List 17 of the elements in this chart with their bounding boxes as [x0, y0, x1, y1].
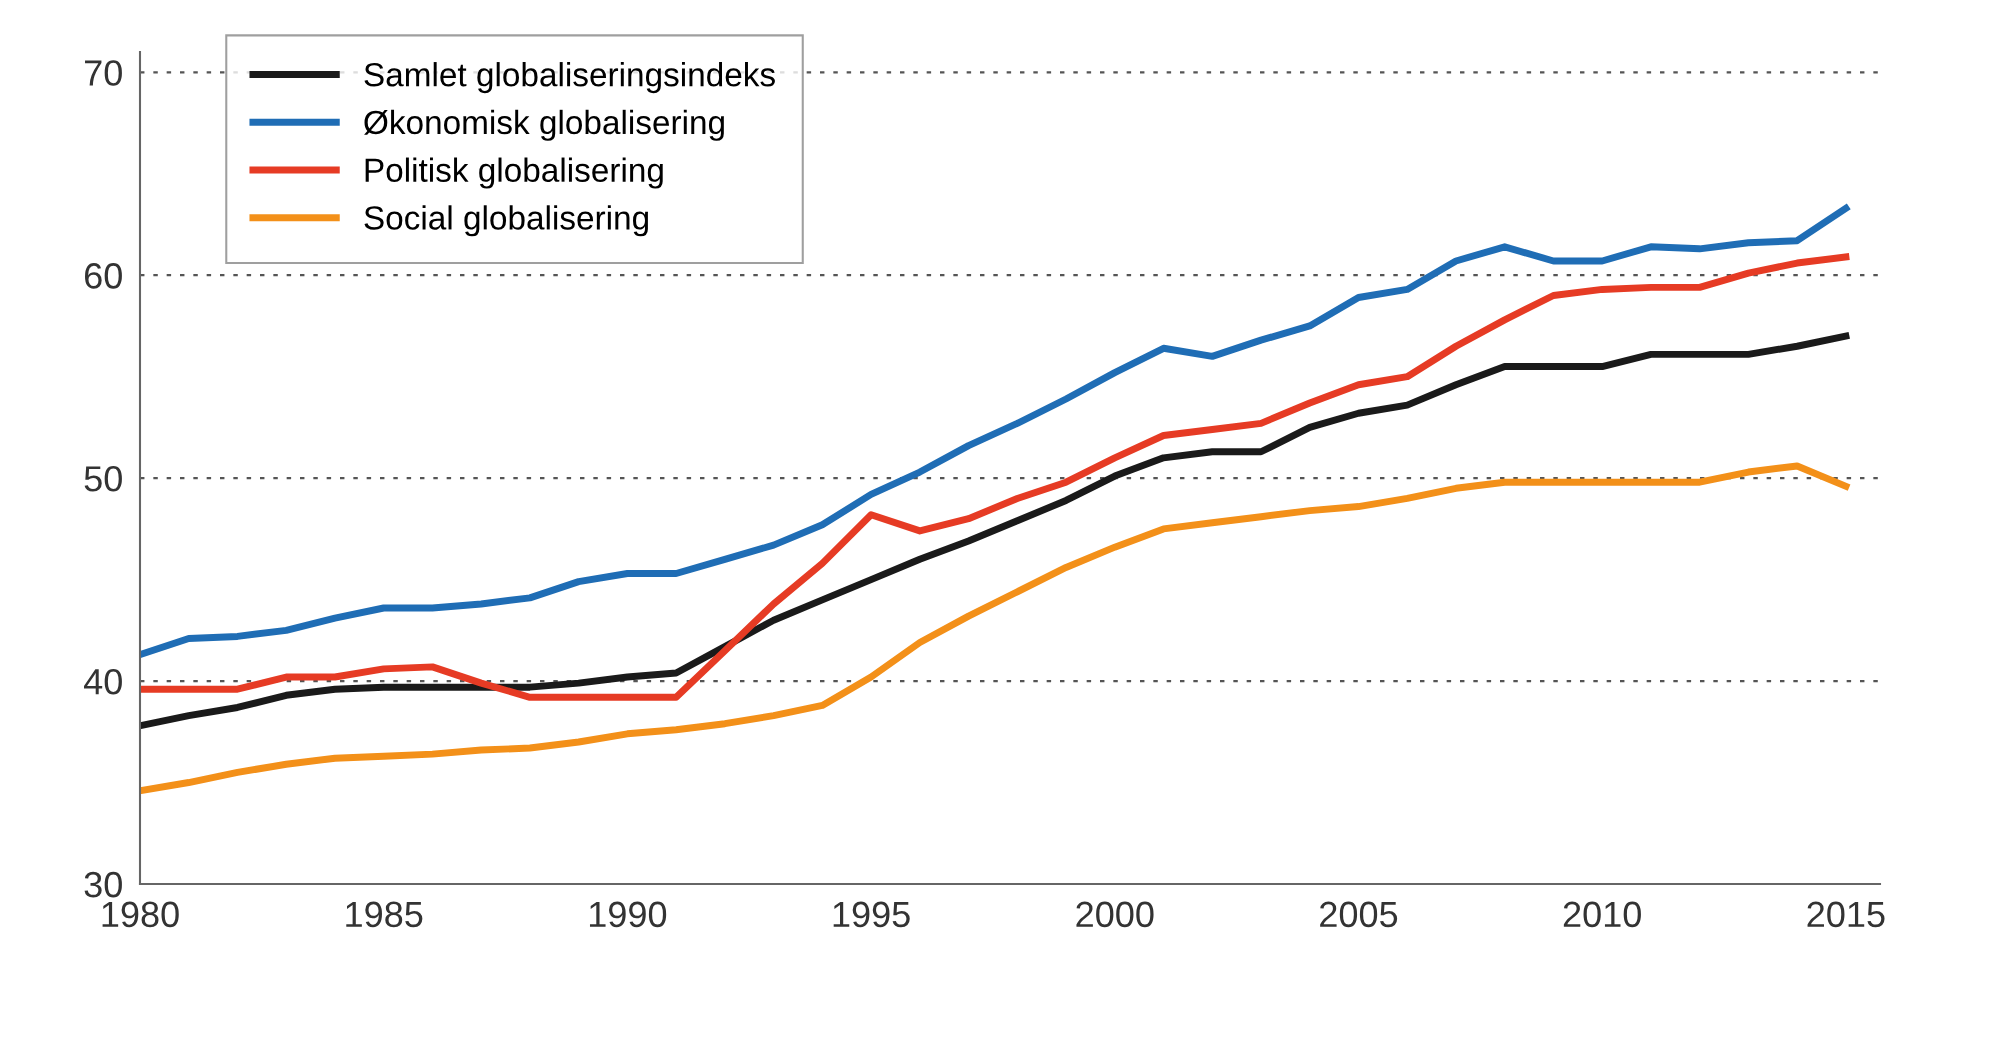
- legend-label: Samlet globaliseringsindeks: [364, 62, 775, 94]
- y-tick-label: 60: [85, 263, 122, 289]
- y-tick-label: 70: [85, 60, 122, 86]
- legend-label: Økonomisk globalisering: [364, 109, 724, 141]
- x-tick-label: 2010: [1563, 901, 1641, 928]
- legend-label: Social globalisering: [364, 205, 648, 237]
- y-tick-label: 30: [84, 871, 122, 898]
- legend-label: Politisk globalisering: [365, 157, 663, 189]
- y-tick-label: 50: [84, 466, 122, 492]
- x-tick-label: 1980: [102, 901, 179, 928]
- x-tick-label: 2005: [1320, 901, 1398, 928]
- x-tick-label: 2000: [1076, 901, 1154, 928]
- x-tick-label: 1985: [346, 901, 423, 928]
- x-tick-label: 1995: [833, 901, 910, 928]
- x-tick-label: 2015: [1807, 901, 1885, 928]
- x-tick-label: 1990: [589, 901, 667, 928]
- y-tick-label: 40: [84, 668, 122, 695]
